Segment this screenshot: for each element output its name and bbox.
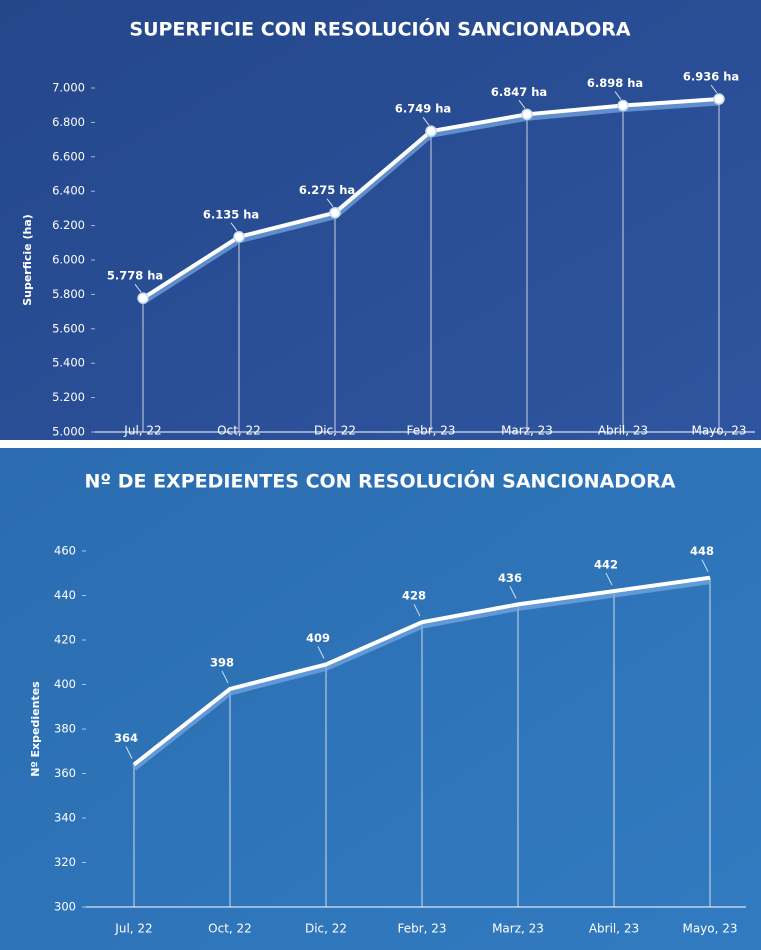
leader-line — [413, 603, 421, 617]
x-tick-label: Oct, 22 — [208, 922, 252, 936]
y-tick-label: 5.200 — [52, 390, 85, 404]
y-tick-label: 6.400 — [52, 184, 85, 198]
leader-line — [125, 746, 133, 759]
x-tick-label: Dic, 22 — [314, 424, 356, 438]
background — [0, 0, 761, 440]
marker — [617, 99, 629, 112]
leader-line — [710, 84, 718, 94]
data-label: 6.898 ha — [587, 76, 643, 90]
y-tick-label: 6.000 — [52, 253, 85, 267]
leader-line — [422, 116, 430, 126]
y-axis-label: Superficie (ha) — [21, 214, 34, 306]
data-label: 364 — [114, 731, 138, 745]
marker — [425, 125, 437, 137]
y-axis-label: Nº Expedientes — [29, 681, 42, 777]
data-label: 5.778 ha — [107, 269, 163, 283]
leader-line — [509, 586, 517, 599]
x-tick-label: Jul, 22 — [123, 424, 161, 438]
x-tick-label: Oct, 22 — [217, 424, 261, 438]
y-tick-label: 360 — [54, 766, 76, 780]
data-label: 6.275 ha — [299, 183, 355, 197]
chart-title: SUPERFICIE CON RESOLUCIÓN SANCIONADORA — [129, 17, 631, 41]
data-label: 409 — [306, 631, 330, 645]
marker — [329, 206, 341, 219]
y-tick-label: 6.200 — [52, 218, 85, 232]
y-tick-label: 440 — [54, 588, 76, 602]
background — [0, 448, 761, 950]
leader-line — [317, 646, 325, 659]
y-tick-label: 6.600 — [52, 149, 85, 163]
chart-title: Nº DE EXPEDIENTES CON RESOLUCIÓN SANCION… — [84, 469, 675, 493]
data-label: 448 — [690, 544, 714, 558]
x-tick-label: Abril, 23 — [598, 424, 648, 438]
leader-line — [230, 222, 238, 232]
line — [132, 575, 711, 767]
leader-line — [701, 559, 709, 572]
y-tick-label: 6.800 — [52, 115, 85, 129]
y-tick-label: 340 — [54, 811, 76, 825]
chart: Nº DE EXPEDIENTES CON RESOLUCIÓN SANCION… — [0, 448, 761, 950]
x-tick-label: Mayo, 23 — [691, 424, 746, 438]
y-tick-label: 400 — [54, 677, 76, 691]
y-tick-label: 300 — [54, 900, 76, 914]
leader-line — [134, 283, 142, 293]
data-label: 6.847 ha — [491, 85, 547, 99]
y-tick-label: 5.800 — [52, 287, 85, 301]
x-tick-label: Dic, 22 — [305, 922, 347, 936]
x-tick-label: Mayo, 23 — [682, 922, 737, 936]
data-label: 6.936 ha — [683, 70, 739, 84]
y-tick-label: 5.600 — [52, 321, 85, 335]
leader-line — [326, 198, 334, 207]
y-tick-label: 380 — [54, 722, 76, 736]
x-tick-label: Marz, 23 — [492, 922, 544, 936]
data-label: 398 — [210, 655, 234, 669]
y-tick-label: 460 — [54, 544, 76, 558]
y-tick-label: 320 — [54, 855, 76, 869]
data-label: 428 — [402, 589, 426, 603]
leader-line — [614, 91, 622, 100]
marker — [521, 108, 533, 121]
data-label: 442 — [594, 558, 618, 572]
marker — [137, 292, 149, 304]
line-shadow — [131, 577, 711, 771]
data-label: 6.135 ha — [203, 207, 259, 221]
marker — [713, 93, 725, 105]
x-tick-label: Abril, 23 — [589, 922, 639, 936]
leader-line — [518, 100, 526, 109]
x-tick-label: Jul, 22 — [114, 922, 152, 936]
y-tick-label: 5.400 — [52, 356, 85, 370]
x-tick-label: Febr, 23 — [406, 424, 455, 438]
leader-line — [605, 572, 613, 586]
marker — [233, 231, 245, 243]
data-label: 6.749 ha — [395, 102, 451, 116]
data-label: 436 — [498, 571, 522, 585]
x-tick-label: Marz, 23 — [501, 424, 553, 438]
y-tick-label: 420 — [54, 633, 76, 647]
chart: SUPERFICIE CON RESOLUCIÓN SANCIONADORA Su… — [0, 0, 761, 440]
x-tick-label: Febr, 23 — [397, 922, 446, 936]
leader-line — [221, 670, 229, 684]
y-tick-label: 7.000 — [52, 81, 85, 95]
y-tick-label: 5.000 — [52, 425, 85, 439]
